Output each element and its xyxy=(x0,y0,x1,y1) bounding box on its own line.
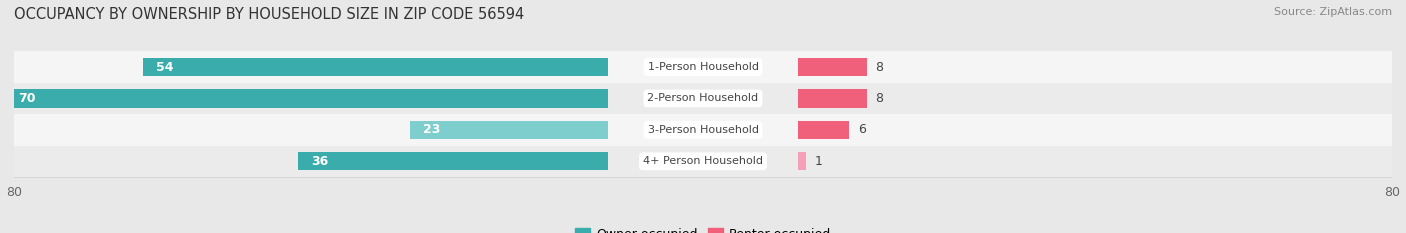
Bar xyxy=(797,121,849,139)
Bar xyxy=(14,114,1392,146)
Text: 8: 8 xyxy=(875,61,883,74)
Text: 6: 6 xyxy=(858,123,866,136)
Bar xyxy=(797,89,866,108)
Text: 3-Person Household: 3-Person Household xyxy=(648,125,758,135)
Text: OCCUPANCY BY OWNERSHIP BY HOUSEHOLD SIZE IN ZIP CODE 56594: OCCUPANCY BY OWNERSHIP BY HOUSEHOLD SIZE… xyxy=(14,7,524,22)
Text: 1: 1 xyxy=(815,155,823,168)
Text: 1-Person Household: 1-Person Household xyxy=(648,62,758,72)
Bar xyxy=(6,89,609,108)
Bar xyxy=(143,58,609,76)
Text: 4+ Person Household: 4+ Person Household xyxy=(643,156,763,166)
Text: 8: 8 xyxy=(875,92,883,105)
Text: 70: 70 xyxy=(18,92,37,105)
Bar xyxy=(298,152,609,170)
Bar xyxy=(14,146,1392,177)
Text: 36: 36 xyxy=(311,155,329,168)
Bar xyxy=(797,152,807,170)
Legend: Owner-occupied, Renter-occupied: Owner-occupied, Renter-occupied xyxy=(569,223,837,233)
Bar xyxy=(14,51,1392,83)
Bar xyxy=(14,83,1392,114)
Text: 2-Person Household: 2-Person Household xyxy=(647,93,759,103)
Bar xyxy=(411,121,609,139)
Bar xyxy=(797,58,866,76)
Text: 23: 23 xyxy=(423,123,440,136)
Text: Source: ZipAtlas.com: Source: ZipAtlas.com xyxy=(1274,7,1392,17)
Text: 54: 54 xyxy=(156,61,174,74)
